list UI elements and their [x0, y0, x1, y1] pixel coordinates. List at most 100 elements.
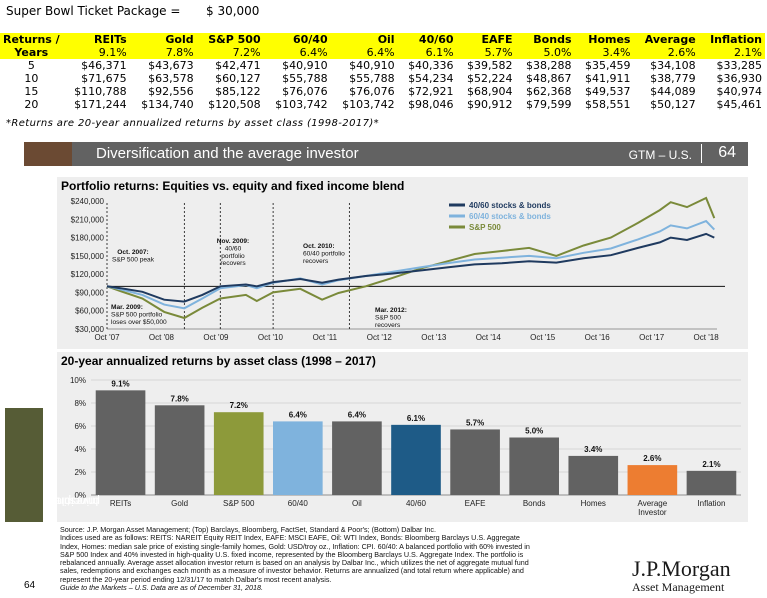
sources-guide: Guide to the Markets – U.S. Data are as … [60, 583, 263, 593]
line-chart-title: Portfolio returns: Equities vs. equity a… [61, 179, 405, 193]
bar-value-label: 2.6% [643, 454, 661, 463]
banner-org: GTM – U.S. [628, 148, 692, 162]
value-cell: $63,578 [148, 72, 194, 85]
value-cell: $41,911 [584, 72, 631, 85]
bar-value-label: 5.0% [525, 427, 543, 436]
rate-cell: 6.4% [263, 46, 331, 59]
header-line: Super Bowl Ticket Package = $ 30,000 [6, 4, 259, 18]
value-cell: $36,930 [716, 72, 763, 85]
source-line: Source: J.P. Morgan Asset Management; (T… [60, 525, 436, 534]
source-line: S&P 500 Index and 40% invested in high-q… [60, 549, 524, 559]
value-cell: $33,285 [716, 59, 763, 72]
bar [627, 465, 678, 495]
y-tick-label: $210,000 [71, 215, 105, 224]
y-tick-label: 10% [70, 376, 86, 385]
bar-value-label: 7.2% [230, 401, 248, 410]
rate-cell: 5.7% [456, 46, 516, 59]
header-amount: $ 30,000 [206, 4, 260, 18]
value-cell: $55,788 [282, 72, 328, 85]
column-header: Average [633, 33, 699, 46]
annotation-label: Mar. 2009: S&P 500 portfolio loses over $5… [111, 304, 167, 326]
column-header: Homes [574, 33, 634, 46]
bar-value-label: 6.4% [348, 410, 366, 419]
annotation-label: Mar. 2012: S&P 500 recovers [375, 307, 407, 329]
bar-chart: 10% 8% 6% 4% 2% 0% 9.1% REITs 7.8% Gold 7.2% S&P 50… [70, 376, 741, 517]
banner-page: 64 [718, 144, 736, 161]
jpmorgan-logo: J.P.Morgan Asset Management [632, 558, 731, 595]
value-cell: $39,582 [467, 59, 513, 72]
years-cell: 15 [24, 85, 39, 98]
header-label: Super Bowl Ticket Package = [6, 4, 181, 18]
bar [273, 421, 323, 495]
logo-line2: Asset Management [632, 580, 725, 594]
y-tick-label: $60,000 [75, 307, 104, 316]
bar [213, 412, 264, 495]
bar-chart-panel: 20-year annualized returns by asset clas… [57, 352, 748, 522]
category-label: Oil [352, 499, 362, 508]
rate-cell: 9.1% [62, 46, 130, 59]
bar [450, 429, 500, 495]
y-tick-label: 2% [74, 468, 86, 477]
value-cell: $35,459 [584, 59, 631, 72]
bar [154, 405, 205, 495]
legend-label: S&P 500 [469, 223, 501, 232]
value-cell: $34,108 [650, 59, 696, 72]
annotation-label: Oct. 2010: 60/40 portfolio recovers [303, 243, 345, 265]
years-cell: 10 [24, 72, 39, 85]
column-header: 40/60 [397, 33, 457, 46]
value-cell: $46,371 [81, 59, 127, 72]
y-tick-label: 0% [74, 491, 86, 500]
value-cell: $76,076 [282, 85, 328, 98]
column-header: Gold [129, 33, 197, 46]
rate-cell: 2.6% [633, 46, 699, 59]
value-cell: $52,224 [467, 72, 513, 85]
table-rate-row: Years 9.1% 7.8% 7.2% 6.4% 6.4% 6.1% 5.7% 5.0% 3.4… [0, 46, 765, 59]
bar [568, 455, 619, 495]
y-tick-label: $90,000 [75, 288, 104, 297]
value-cell: $38,288 [526, 59, 572, 72]
bar-value-label: 2.1% [702, 460, 720, 469]
bar-value-label: 6.1% [407, 414, 425, 423]
banner-tab [24, 142, 72, 166]
value-cell: $120,508 [208, 98, 261, 111]
value-cell: $76,076 [349, 85, 395, 98]
category-label: 40/60 [406, 499, 427, 508]
bar [332, 421, 382, 495]
x-tick-label: Oct '08 [149, 333, 175, 342]
rate-cell: 6.4% [330, 46, 398, 59]
banner-title: Diversification and the average investor [96, 145, 359, 162]
value-cell: $68,904 [467, 85, 513, 98]
column-header: S&P 500 [196, 33, 264, 46]
value-cell: $48,867 [526, 72, 572, 85]
x-tick-label: Oct '17 [639, 333, 665, 342]
category-label: Homes [581, 499, 606, 508]
bar-value-label: 6.4% [289, 410, 307, 419]
x-tick-label: Oct '10 [258, 333, 284, 342]
bar [509, 437, 559, 495]
y-tick-label: 6% [74, 422, 86, 431]
x-tick-label: Oct '15 [530, 333, 556, 342]
value-cell: $45,461 [716, 98, 763, 111]
value-cell: $134,740 [141, 98, 194, 111]
side-tab: Investing principles [5, 408, 100, 522]
source-line: Index, Homes: median sale price of exist… [60, 541, 530, 551]
table-header-row: Returns / REITs Gold S&P 500 60/40 Oil 40/60 EA… [0, 33, 765, 46]
rate-cell: 7.2% [196, 46, 264, 59]
column-header: EAFE [456, 33, 516, 46]
table-row: 10 $71,675 $63,578 $60,127 $55,788 $55,788 $54… [0, 72, 765, 85]
y-tick-label: $240,000 [71, 197, 105, 206]
category-label: Inflation [697, 499, 725, 508]
bar-value-label: 3.4% [584, 445, 602, 454]
value-cell: $50,127 [650, 98, 696, 111]
annotation-label: Oct. 2007: S&P 500 peak [112, 249, 155, 263]
line-chart: $240,000 $210,000 $180,000 $150,000 $120,000… [71, 196, 725, 342]
value-cell: $62,368 [526, 85, 572, 98]
years-cell: 20 [24, 98, 39, 111]
bar-value-label: 5.7% [466, 418, 484, 427]
value-cell: $43,673 [148, 59, 194, 72]
line-chart-panel: Portfolio returns: Equities vs. equity a… [57, 177, 748, 349]
bar-value-label: 9.1% [111, 379, 129, 388]
value-cell: $103,742 [342, 98, 395, 111]
row-label-top: Returns / [0, 33, 63, 46]
side-tab-line2: principles [49, 494, 100, 509]
